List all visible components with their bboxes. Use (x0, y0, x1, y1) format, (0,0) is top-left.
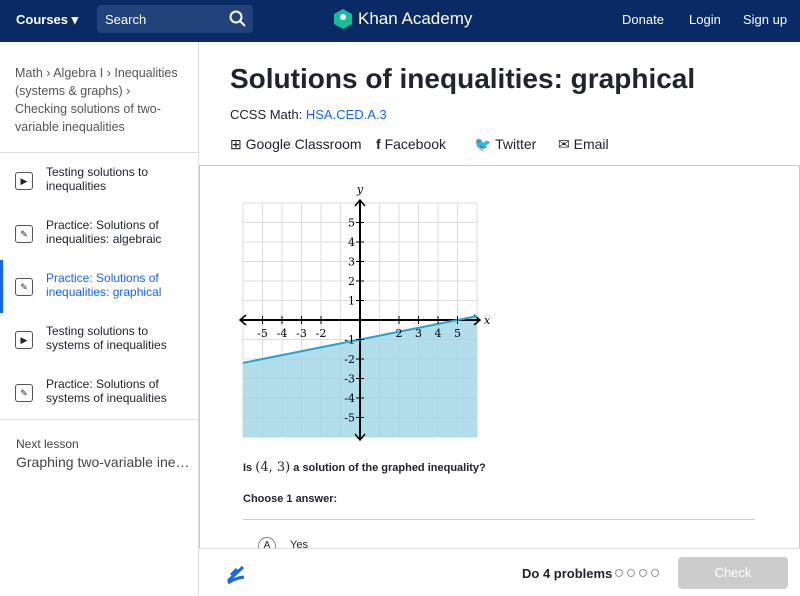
y-tick-label: -5 (344, 412, 355, 425)
share-label: Email (573, 136, 609, 152)
share-label: Twitter (495, 136, 537, 152)
x-tick-label: -4 (277, 327, 288, 340)
search-icon (229, 10, 246, 27)
logo-icon (334, 9, 352, 29)
nav-link[interactable]: Sign up (743, 12, 788, 27)
share-facebook[interactable]: f Facebook (376, 136, 447, 152)
question-prefix: Is (243, 462, 253, 474)
x-tick-label: 5 (454, 327, 461, 340)
x-tick-label: 4 (435, 327, 442, 340)
x-tick-label: -2 (316, 327, 327, 340)
header: Courses ▾ Search Khan Academy Donate Log… (0, 0, 800, 42)
video-icon: ▶ (15, 331, 33, 349)
nav-link[interactable]: Login (689, 12, 721, 27)
next-title[interactable]: Graphing two-variable ine… (16, 454, 190, 470)
page-title: Solutions of inequalities: graphical (230, 63, 696, 94)
standard: CCSS Math: HSA.CED.A.3 (230, 107, 387, 122)
crumb[interactable]: Algebra I (53, 66, 104, 80)
y-tick-label: 4 (348, 236, 355, 249)
y-tick-label: 5 (348, 217, 355, 230)
footer-icon (226, 565, 245, 585)
breadcrumb: Math › Algebra I › Inequalities (systems… (15, 66, 178, 134)
video-icon: ▶ (15, 172, 33, 190)
x-axis-label: x (484, 314, 491, 327)
lesson-item[interactable]: Practice: Solutions of inequalities: alg… (46, 218, 162, 246)
lesson-item[interactable]: Practice: Solutions of systems of inequa… (46, 377, 167, 405)
choose-label: Choose 1 answer: (243, 493, 338, 505)
x-tick-label: -5 (257, 327, 268, 340)
share-twitter[interactable]: 🐦 Twitter (474, 136, 537, 152)
problems-count: Do 4 problems (522, 566, 613, 581)
nav-link[interactable]: Donate (622, 12, 664, 27)
x-tick-label: 2 (396, 327, 403, 340)
question-point: (4, 3) (255, 460, 291, 475)
x-tick-label: -3 (296, 327, 307, 340)
divider (0, 152, 198, 153)
share-email[interactable]: ✉ Email (558, 136, 609, 152)
footer: Do 4 problems Check (199, 548, 800, 596)
divider (243, 519, 755, 520)
practice-icon: ✎ (15, 278, 33, 296)
sidebar: Math › Algebra I › Inequalities (systems… (0, 42, 199, 595)
x-tick-label: 3 (415, 327, 422, 340)
share-label: Facebook (384, 136, 447, 152)
next-label: Next lesson (16, 437, 79, 451)
lesson-item[interactable]: Testing solutions to systems of inequali… (46, 324, 167, 352)
y-tick-label: 1 (348, 295, 355, 308)
y-tick-label: -1 (344, 334, 355, 347)
question-suffix: a solution of the graphed inequality? (293, 462, 486, 474)
y-tick-label: 2 (348, 275, 355, 288)
divider (0, 419, 198, 420)
y-tick-label: -4 (344, 392, 355, 405)
check-button[interactable]: Check (678, 557, 788, 589)
y-tick-label: 3 (348, 256, 355, 269)
practice-icon: ✎ (15, 384, 33, 402)
crumb[interactable]: Inequalities (systems & graphs) (15, 66, 178, 98)
practice-icon: ✎ (15, 225, 33, 243)
y-axis-label: y (356, 183, 364, 196)
crumb[interactable]: Math (15, 66, 43, 80)
search-placeholder: Search (105, 12, 147, 27)
selected-bar (0, 260, 3, 313)
share-label: Google Classroom (245, 136, 362, 152)
crumb[interactable]: Checking solutions of two-variable inequ… (15, 102, 161, 134)
y-tick-label: -2 (344, 353, 355, 366)
standard-prefix: CCSS Math: (230, 107, 303, 122)
logo-text[interactable]: Khan Academy (358, 9, 473, 28)
axis-arrows (238, 198, 482, 442)
share-google[interactable]: ⊞ Google Classroom (230, 136, 362, 152)
lesson-item-selected[interactable]: Practice: Solutions of inequalities: gra… (46, 271, 162, 299)
courses-menu[interactable]: Courses ▾ (16, 12, 79, 27)
question: Is (4, 3) a solution of the graphed ineq… (243, 460, 486, 475)
lesson-item[interactable]: Testing solutions to inequalities (46, 165, 149, 193)
y-tick-label: -3 (344, 373, 355, 386)
progress-dots (615, 569, 659, 577)
search-box[interactable]: Search (97, 5, 253, 33)
standard-code[interactable]: HSA.CED.A.3 (305, 107, 387, 122)
